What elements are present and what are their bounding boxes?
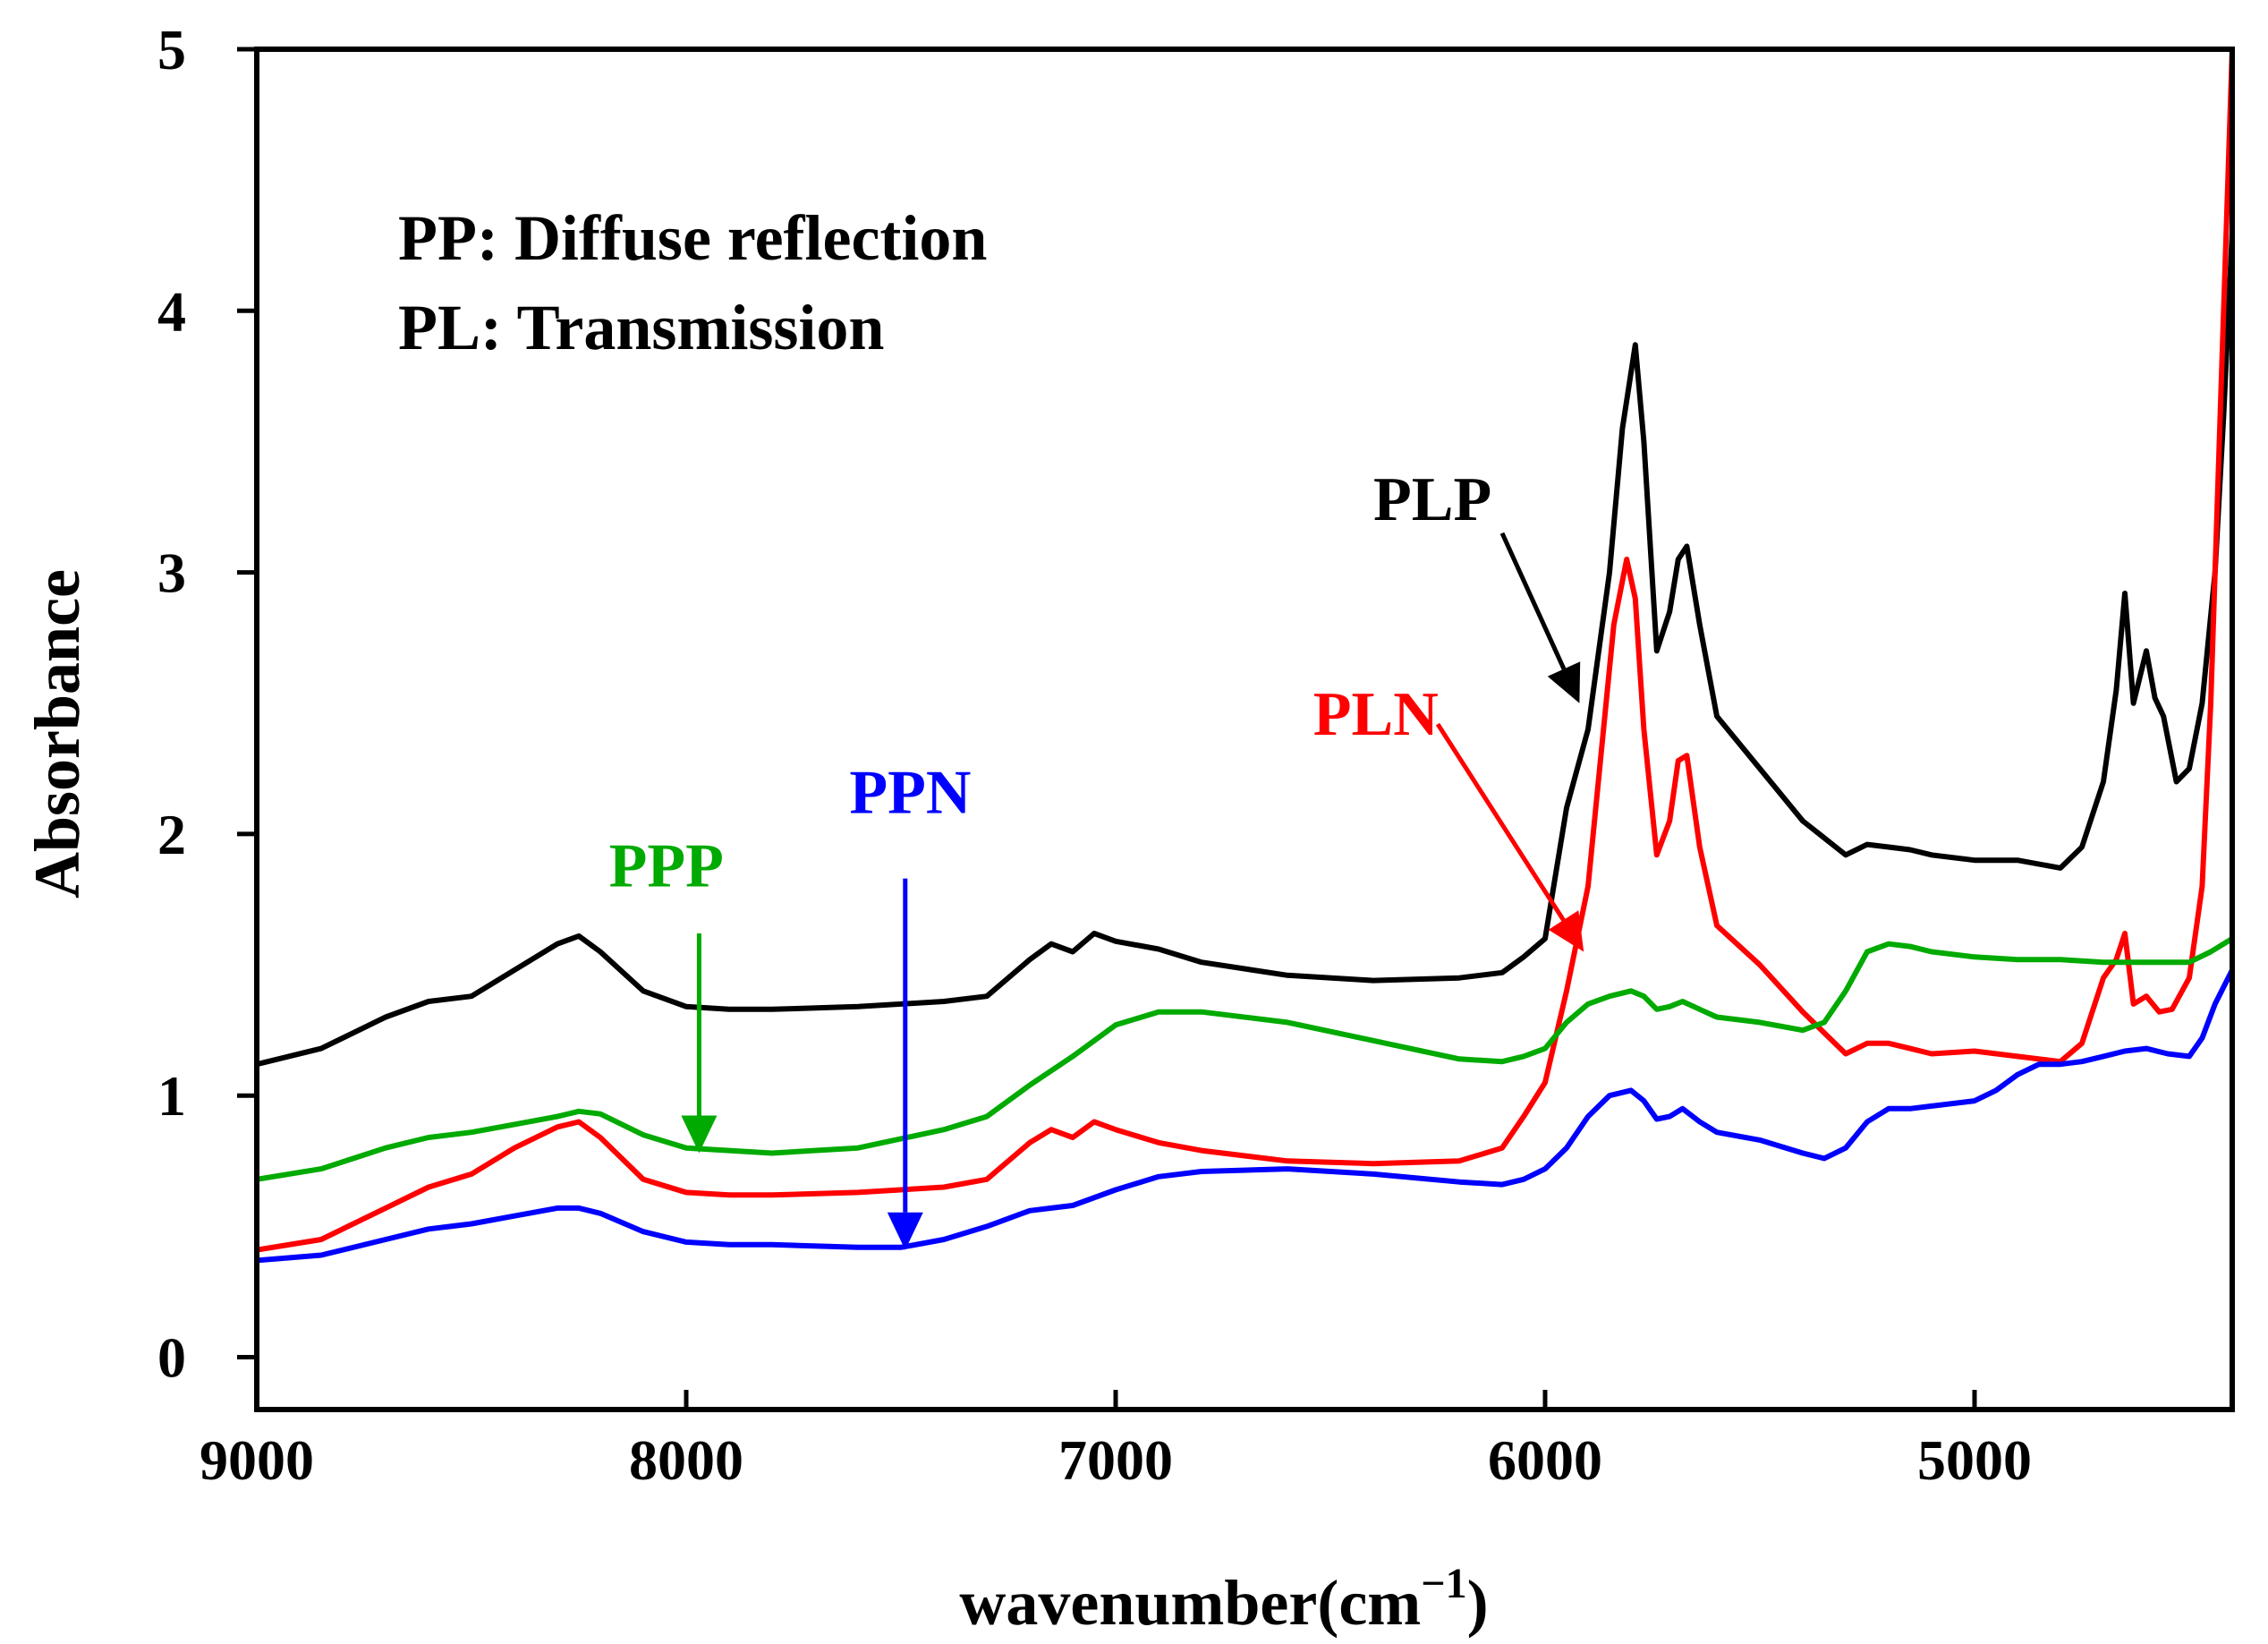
x-tick-label-8000: 8000 [629, 1428, 743, 1492]
y-tick-label-3: 3 [157, 541, 186, 605]
y-tick-label-1: 1 [157, 1064, 186, 1128]
x-tick-label-9000: 9000 [200, 1428, 314, 1492]
y-tick-label-4: 4 [157, 279, 186, 343]
arrow-shaft-pln [1438, 724, 1564, 920]
x-axis-label: wavenumber(cm−1) [959, 1560, 1488, 1639]
x-tick-label-5000: 5000 [1917, 1428, 2032, 1492]
series-label-ppp: PPP [609, 831, 724, 900]
y-tick-label-2: 2 [157, 803, 186, 866]
annotation-line-1: PP: Diffuse reflection [398, 202, 987, 274]
absorbance-chart: PLPPLNPPPPPN 9000 8000 7000 6000 5000012345 … [0, 0, 2268, 1644]
x-tick-label-7000: 7000 [1058, 1428, 1173, 1492]
series-label-pln: PLN [1313, 680, 1439, 749]
annotation-line-2: PL: Transmission [398, 292, 884, 363]
arrow-head-pln [1549, 910, 1584, 951]
y-axis-label: Absorbance [21, 569, 93, 899]
x-axis-label-superscript: −1 [1421, 1560, 1466, 1607]
series-label-ppn: PPN [849, 759, 971, 828]
series-line-ppp [257, 939, 2232, 1180]
x-tick-label-6000: 6000 [1488, 1428, 1602, 1492]
y-tick-label-0: 0 [157, 1326, 186, 1390]
arrow-shaft-plp [1502, 533, 1564, 669]
y-tick-label-5: 5 [157, 18, 186, 81]
series-label-plp: PLP [1373, 465, 1491, 534]
